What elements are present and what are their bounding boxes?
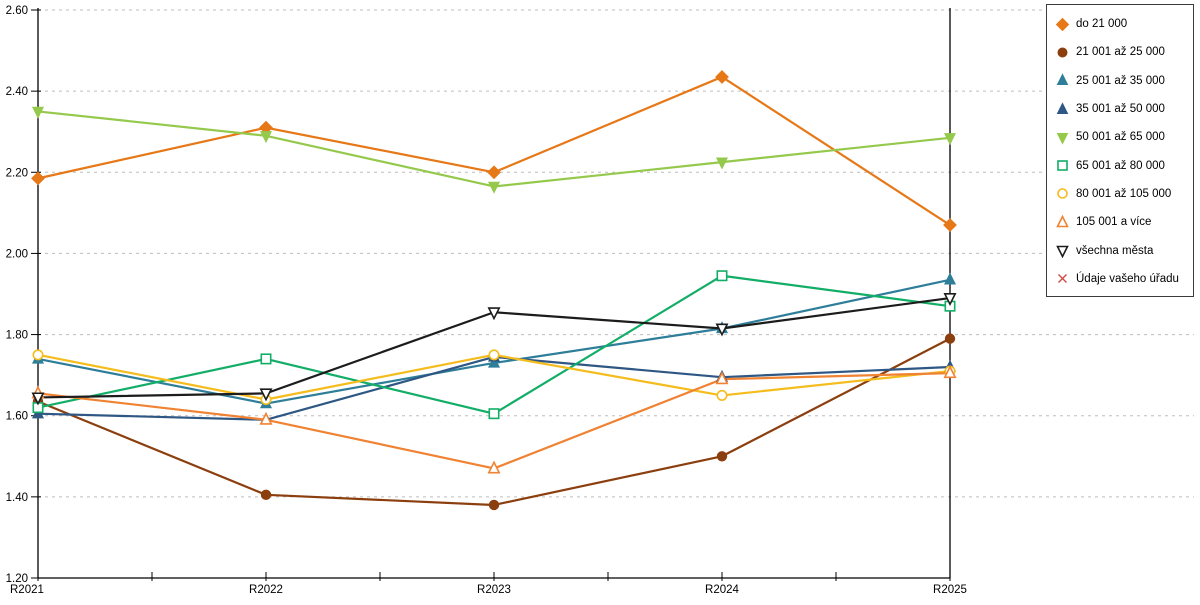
legend-label: 105 001 a více — [1076, 216, 1152, 229]
y-axis-label: 1.20 — [6, 573, 28, 585]
data-point-marker — [715, 323, 729, 337]
series-markers-25-001-a-35-000 — [31, 272, 957, 409]
data-point-marker — [943, 293, 957, 307]
data-point-marker — [1056, 245, 1069, 259]
legend-label: 35 001 až 50 000 — [1076, 103, 1165, 116]
legend-marker-triangle-down-icon — [1056, 132, 1069, 145]
legend-marker-triangle-up-icon — [1056, 101, 1069, 114]
data-point-marker — [259, 411, 273, 425]
data-point-marker — [715, 70, 729, 84]
x-axis-label: R2023 — [477, 584, 511, 596]
data-point-marker — [1056, 132, 1069, 145]
data-point-marker — [715, 371, 729, 385]
legend-item-65-001-a-80-000: 65 001 až 80 000 — [1055, 151, 1191, 179]
legend-marker-triangle-down-icon — [1056, 245, 1069, 259]
legend-label: do 21 000 — [1076, 18, 1128, 31]
legend-item-50-001-a-65-000: 50 001 až 65 000 — [1055, 123, 1191, 151]
legend-marker-diamond-icon — [1055, 17, 1070, 31]
data-point-marker — [487, 355, 501, 368]
data-point-marker — [715, 157, 729, 170]
data-point-marker — [259, 131, 273, 144]
chart-legend: do 21 000 21 001 až 25 000 25 001 až 35 00… — [1046, 4, 1194, 297]
data-point-marker — [487, 307, 501, 321]
data-point-marker — [488, 408, 500, 420]
data-point-marker — [260, 353, 272, 365]
data-point-marker — [716, 389, 728, 401]
x-axis-label: R2021 — [10, 584, 44, 596]
data-point-marker — [31, 392, 45, 406]
legend-marker-triangle-up-icon — [1056, 214, 1069, 228]
x-axis-label: R2022 — [249, 584, 283, 596]
series-markers-do-21-000 — [31, 70, 957, 232]
data-point-marker — [487, 460, 501, 474]
y-axis-label: 1.60 — [6, 411, 28, 423]
data-point-marker — [1057, 47, 1068, 58]
legend-item-105-001-a-v-ce: 105 001 a více — [1055, 208, 1191, 236]
series-markers-50-001-a-65-000 — [31, 106, 957, 194]
data-point-marker — [943, 365, 957, 379]
data-point-marker — [1056, 101, 1069, 114]
data-point-marker — [1057, 188, 1068, 200]
y-axis-label: 1.40 — [6, 492, 28, 504]
data-point-marker — [31, 106, 45, 119]
y-axis-label: 2.00 — [6, 248, 28, 260]
legend-item-80-001-a-105-000: 80 001 až 105 000 — [1055, 180, 1191, 208]
data-point-marker — [1056, 73, 1069, 86]
legend-label: 25 001 až 35 000 — [1076, 74, 1165, 87]
data-point-marker — [1057, 160, 1068, 171]
legend-marker-triangle-up-icon — [1056, 73, 1069, 86]
series-markers-65-001-a-80-000 — [32, 270, 956, 420]
x-axis-label: R2025 — [933, 584, 967, 596]
legend-item-25-001-a-35-000: 25 001 až 35 000 — [1055, 67, 1191, 95]
legend-label: Údaje vašeho úřadu — [1076, 272, 1179, 285]
series-line-105-001-a-v-ce — [37, 372, 951, 470]
legend-label: 65 001 až 80 000 — [1076, 159, 1165, 172]
y-axis-label: 2.40 — [6, 86, 28, 98]
series-line-do-21-000 — [37, 75, 951, 226]
series-markers-v-echna-m-sta — [31, 293, 957, 406]
legend-label: 50 001 až 65 000 — [1076, 131, 1165, 144]
data-point-marker — [487, 181, 501, 194]
legend-item-35-001-a-50-000: 35 001 až 50 000 — [1055, 95, 1191, 123]
legend-label: všechna města — [1076, 244, 1154, 257]
legend-marker-circle-icon — [1057, 47, 1068, 58]
data-point-marker — [1055, 17, 1070, 31]
data-point-marker — [943, 218, 957, 232]
data-point-marker — [943, 272, 957, 285]
legend-marker-circle-icon — [1057, 188, 1068, 200]
data-point-marker — [716, 451, 728, 462]
y-axis-label: 2.60 — [6, 5, 28, 17]
data-point-marker — [1058, 274, 1067, 284]
data-point-marker — [32, 349, 44, 361]
x-axis-label: R2024 — [705, 584, 739, 596]
data-point-marker — [1056, 214, 1069, 228]
legend-item-do-21-000: do 21 000 — [1055, 10, 1191, 38]
series-line-65-001-a-80-000 — [37, 274, 951, 415]
data-point-marker — [943, 133, 957, 146]
legend-label: 80 001 až 105 000 — [1076, 187, 1172, 200]
data-point-marker — [488, 349, 500, 361]
legend-marker-square-icon — [1057, 160, 1068, 171]
data-point-marker — [716, 270, 728, 282]
legend-marker-x-icon — [1058, 274, 1067, 284]
data-point-marker — [488, 499, 500, 511]
data-point-marker — [944, 333, 956, 344]
data-point-marker — [487, 165, 501, 180]
legend-label: 21 001 až 25 000 — [1076, 46, 1165, 59]
y-axis-label: 2.20 — [6, 167, 28, 179]
data-point-marker — [259, 388, 273, 402]
legend-item-v-echna-m-sta: všechna města — [1055, 236, 1191, 264]
y-axis-label: 1.80 — [6, 330, 28, 342]
data-point-marker — [31, 171, 45, 186]
data-point-marker — [260, 489, 272, 501]
legend-item-daje-va-eho-adu: Údaje vašeho úřadu — [1055, 265, 1191, 293]
legend-item-21-001-a-25-000: 21 001 až 25 000 — [1055, 38, 1191, 66]
